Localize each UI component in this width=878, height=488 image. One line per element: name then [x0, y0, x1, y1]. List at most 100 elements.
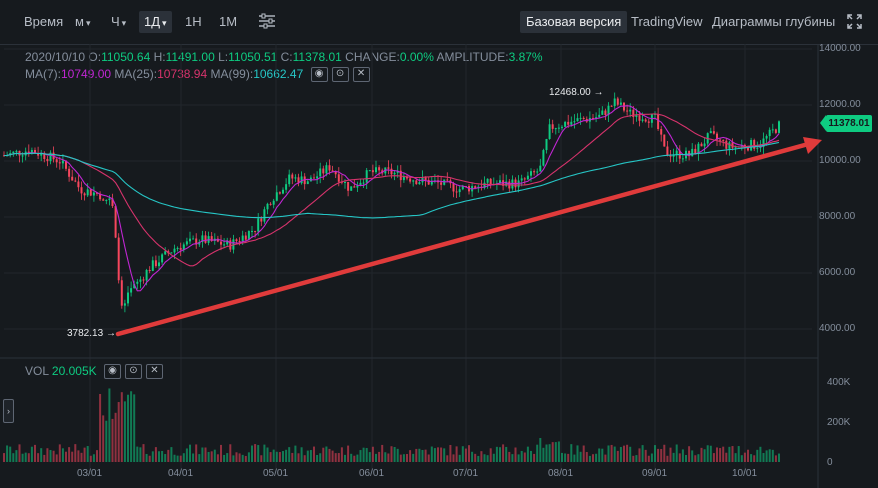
candle-body [226, 240, 229, 245]
volume-tick-label: 0 [827, 457, 833, 468]
depth-chart-tab[interactable]: Диаграммы глубины [712, 14, 836, 29]
volume-bar [753, 455, 756, 462]
candle-body [371, 170, 374, 173]
candle-body [309, 177, 312, 182]
candle-body [189, 238, 191, 242]
volume-bar [269, 452, 272, 462]
volume-bar [55, 454, 58, 462]
volume-bar [582, 445, 585, 462]
candle-body [449, 180, 452, 184]
volume-bar [576, 445, 579, 462]
volume-bar [347, 445, 350, 462]
candle-body [30, 150, 33, 154]
interval-month-button[interactable]: 1М [219, 14, 238, 29]
interval-minute-dropdown[interactable]: м ▾ [75, 11, 90, 33]
candle-body [263, 209, 266, 222]
volume-bar [654, 445, 656, 462]
volume-bar [322, 447, 325, 462]
fullscreen-icon[interactable] [847, 14, 862, 36]
candle-body [49, 152, 52, 162]
candle-body [102, 199, 105, 201]
candle-body [753, 140, 756, 149]
candle-body [130, 288, 133, 293]
volume-bar [567, 453, 570, 462]
volume-bar [384, 452, 387, 462]
candle-body [12, 151, 15, 154]
volume-bar [340, 447, 343, 462]
candle-body [554, 128, 557, 130]
volume-bar [164, 454, 167, 462]
basic-version-tab[interactable]: Базовая версия [520, 11, 628, 33]
candle-body [359, 182, 362, 186]
x-tick-label: 03/01 [77, 468, 103, 479]
volume-bar [251, 445, 253, 462]
close-icon[interactable]: ✕ [145, 364, 163, 380]
candle-body [204, 235, 207, 243]
volume-bar [678, 453, 681, 462]
volume-bar [263, 444, 266, 462]
volume-bar [300, 447, 303, 462]
interval-day-dropdown[interactable]: 1Д ▾ [139, 11, 172, 33]
volume-bar [378, 451, 381, 462]
ma99-value: 10662.47 [253, 67, 304, 81]
panel-collapse-handle[interactable]: › [3, 399, 14, 423]
volume-bar [58, 444, 61, 462]
candle-body [356, 185, 359, 188]
interval-hour-dropdown[interactable]: Ч ▾ [111, 11, 126, 33]
volume-bar [52, 450, 55, 462]
candle-body [92, 192, 95, 196]
interval-hour-label: Ч [111, 14, 120, 29]
eye-icon[interactable]: ◉ [103, 364, 121, 380]
volume-bar [666, 455, 669, 462]
y-tick-label: 12000.00 [819, 99, 861, 110]
volume-bar [375, 453, 377, 462]
candle-body [694, 148, 697, 154]
candle-body [607, 105, 610, 116]
tradingview-tab[interactable]: TradingView [631, 14, 703, 29]
volume-bar [334, 453, 337, 462]
volume-bar [635, 455, 638, 462]
candle-body [6, 155, 9, 157]
eye-icon[interactable]: ◉ [310, 67, 328, 83]
volume-bar [260, 455, 263, 462]
volume-bar [421, 449, 424, 462]
candle-body [139, 279, 142, 282]
candle-body [285, 184, 288, 190]
y-tick-label: 6000.00 [819, 267, 856, 278]
volume-bar [520, 450, 523, 462]
candle-body [573, 121, 576, 123]
volume-bar [123, 401, 126, 462]
ohlc-date: 2020/10/10 [25, 50, 86, 64]
volume-bar [179, 455, 182, 462]
candle-body [629, 109, 632, 112]
volume-bar [390, 446, 393, 462]
volume-bar [734, 453, 737, 462]
volume-bar [548, 444, 551, 462]
close-icon[interactable]: ✕ [352, 67, 370, 83]
volume-bar [604, 454, 607, 462]
settings-sliders-icon[interactable] [258, 13, 276, 35]
candle-body [480, 186, 483, 188]
candle-body [387, 167, 390, 169]
time-label: Время [24, 14, 64, 29]
volume-bar [27, 453, 30, 462]
volume-bar [393, 446, 396, 462]
settings-icon[interactable]: ⊙ [331, 67, 349, 83]
candle-body [647, 121, 650, 123]
ma25-label: MA(25): [114, 67, 158, 81]
candle-body [40, 152, 43, 156]
settings-icon[interactable]: ⊙ [124, 364, 142, 380]
candle-body [331, 170, 334, 172]
volume-bar [325, 446, 328, 462]
interval-week-button[interactable]: 1Н [185, 14, 202, 29]
volume-bar [523, 452, 526, 462]
volume-bar [430, 446, 433, 462]
volume-bar [557, 441, 560, 462]
candle-body [430, 180, 433, 185]
volume-bar [148, 455, 151, 462]
candle-body [71, 176, 74, 181]
volume-bar [86, 446, 89, 462]
candle-body [61, 160, 64, 164]
volume-bar [703, 449, 706, 462]
ma7-label: MA(7): [25, 67, 61, 81]
